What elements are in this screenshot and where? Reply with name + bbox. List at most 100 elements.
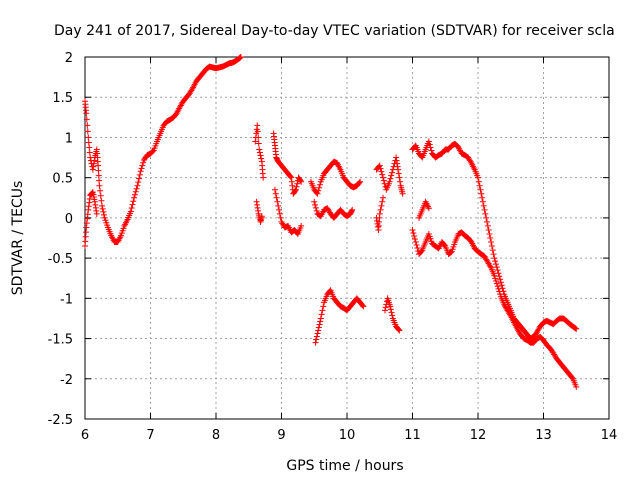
data-point [315, 324, 322, 331]
data-point [83, 116, 90, 123]
data-point [499, 285, 506, 292]
x-tick-label: 12 [470, 428, 487, 443]
data-point [497, 291, 504, 298]
x-tick-label: 11 [404, 428, 421, 443]
data-point [298, 178, 305, 185]
data-point [447, 249, 454, 256]
data-point [257, 152, 264, 159]
data-point [316, 181, 323, 188]
data-point [292, 186, 299, 193]
data-point [486, 230, 493, 237]
y-tick-label: -1 [60, 292, 73, 307]
data-point [237, 54, 244, 60]
data-point [130, 198, 137, 205]
y-tick-label: -1.5 [48, 333, 73, 348]
data-point [317, 315, 324, 322]
data-point [95, 162, 102, 169]
data-point [100, 211, 107, 218]
data-point [418, 248, 425, 255]
data-point [139, 162, 146, 169]
data-point [396, 327, 403, 334]
data-point [99, 202, 106, 209]
data-point [84, 122, 91, 129]
data-point [297, 177, 304, 184]
data-point [376, 162, 383, 169]
x-tick-label: 7 [146, 428, 154, 443]
data-point [96, 177, 103, 184]
data-point [395, 166, 402, 173]
data-point [97, 192, 104, 199]
data-point [441, 242, 448, 249]
grid-lines [85, 57, 609, 419]
x-axis-label: GPS time / hours [286, 458, 403, 474]
data-point [99, 205, 106, 212]
data-point [426, 141, 433, 148]
data-point [86, 149, 93, 156]
data-point [413, 242, 420, 249]
data-point [497, 279, 504, 286]
data-point [313, 207, 320, 214]
data-point [274, 198, 281, 205]
data-point [97, 187, 104, 194]
data-point [425, 205, 432, 212]
data-point [379, 198, 386, 205]
data-point [254, 122, 261, 129]
data-point [277, 214, 284, 221]
data-point [254, 128, 261, 135]
data-point [489, 247, 496, 254]
data-point [276, 210, 283, 217]
data-point [312, 204, 319, 211]
data-point [395, 170, 402, 177]
data-point [85, 134, 92, 141]
chart-title: Day 241 of 2017, Sidereal Day-to-day VTE… [54, 23, 615, 39]
data-point [382, 304, 389, 311]
data-point [475, 174, 481, 181]
x-tick-label: 10 [339, 428, 356, 443]
data-point [411, 236, 418, 243]
data-point [478, 190, 485, 197]
y-tick-label: 1.5 [52, 91, 73, 106]
data-point [493, 280, 500, 287]
data-point [481, 206, 488, 213]
data-point [189, 85, 196, 92]
x-tick-label: 13 [535, 428, 552, 443]
data-point [256, 149, 263, 156]
data-point [396, 174, 403, 181]
data-point [387, 175, 394, 182]
data-point [83, 110, 90, 117]
data-point [86, 144, 93, 151]
data-point [287, 173, 294, 180]
y-tick-label: 0.5 [52, 172, 73, 187]
data-point [133, 185, 140, 192]
data-point [256, 146, 263, 153]
data-point [258, 213, 265, 220]
x-tick-label: 14 [601, 428, 618, 443]
data-point [294, 180, 301, 187]
data-point [129, 201, 136, 208]
data-point [480, 202, 487, 209]
data-point [138, 165, 145, 172]
data-point [479, 194, 486, 201]
data-point [569, 374, 576, 381]
data-point [317, 318, 324, 325]
data-point [255, 134, 262, 141]
data-point [495, 285, 502, 292]
data-point [467, 158, 474, 165]
data-point [479, 198, 486, 205]
data-point [131, 191, 138, 198]
data-point [136, 175, 143, 182]
data-point [387, 306, 394, 313]
data-point [359, 302, 366, 309]
data-point [414, 245, 421, 252]
data-point [132, 188, 139, 195]
data-point [131, 194, 138, 201]
data-point [376, 210, 383, 217]
data-point [272, 190, 279, 197]
data-point [312, 201, 319, 208]
data-point [412, 239, 419, 246]
data-point [320, 303, 327, 310]
data-point [128, 205, 135, 212]
data-point [389, 166, 396, 173]
data-point [381, 307, 388, 314]
